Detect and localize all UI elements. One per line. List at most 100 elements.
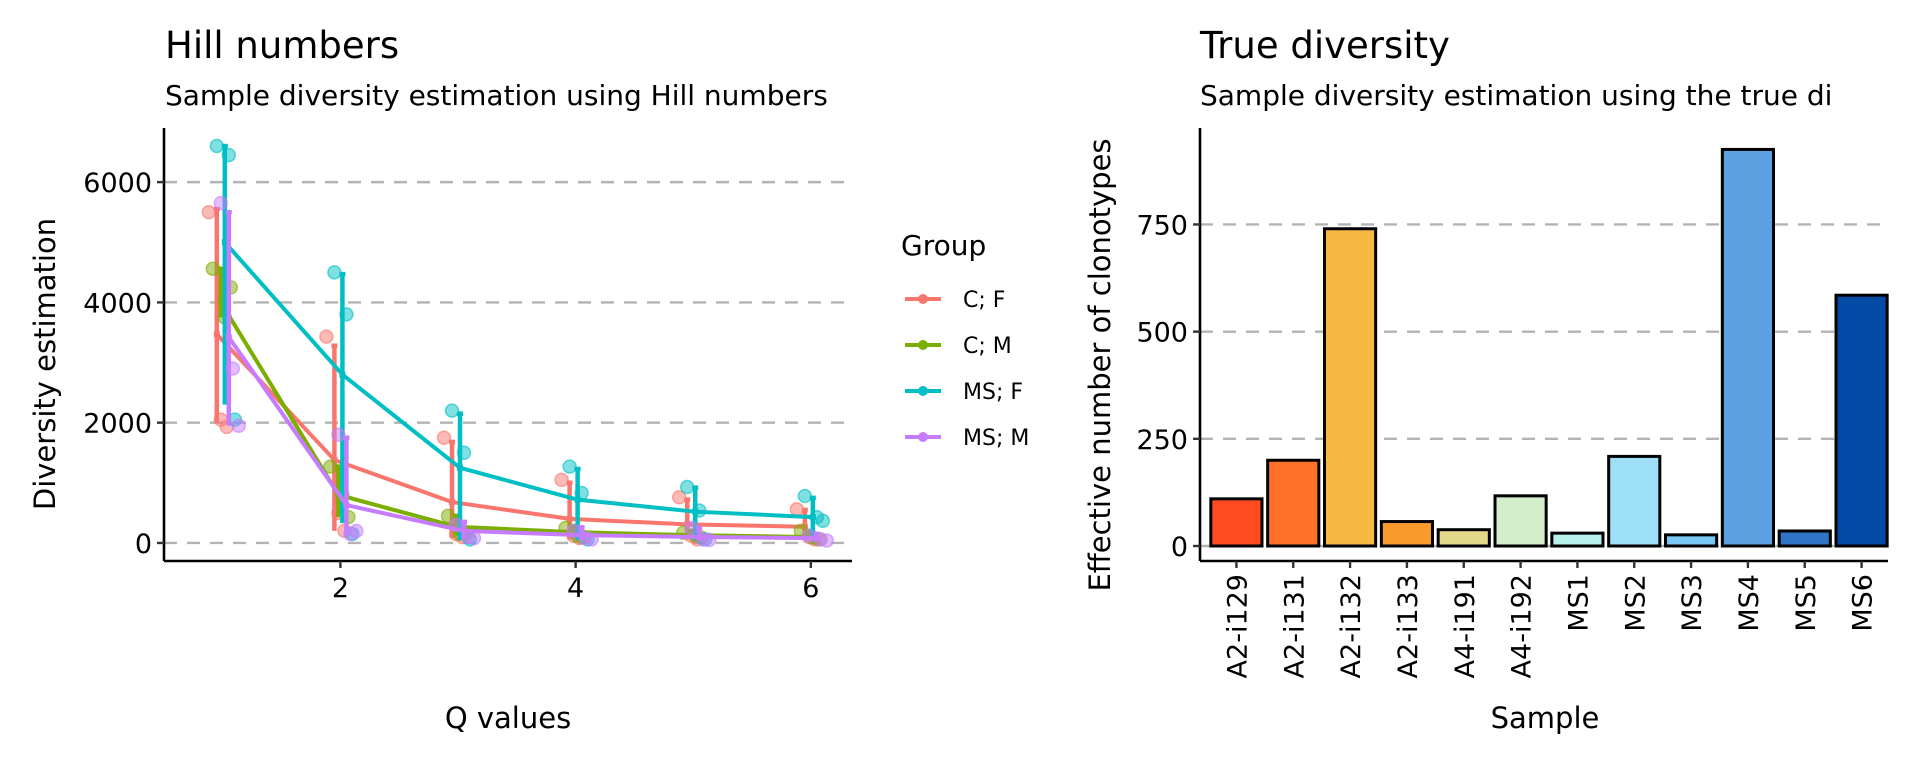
data-point [562, 459, 577, 474]
legend-label: MS; M [963, 426, 1029, 451]
data-point [213, 195, 229, 211]
mean-point [343, 502, 350, 509]
true-x-tick-label: A2-i133 [1393, 574, 1424, 678]
mean-point [461, 527, 468, 534]
hill-subtitle: Sample diversity estimation using Hill n… [165, 79, 828, 112]
hill-numbers-panel: Hill numbers Sample diversity estimation… [28, 24, 1029, 735]
true-x-axis-label: Sample [1491, 701, 1600, 735]
mean-point [339, 371, 346, 378]
data-point [209, 138, 225, 154]
hill-y-tick-label: 4000 [83, 288, 152, 319]
bar-ms6 [1834, 293, 1889, 548]
series-c-f [201, 204, 823, 547]
hill-y-tick-label: 2000 [83, 409, 152, 440]
series-c-m [205, 261, 827, 547]
series-line [223, 240, 813, 520]
mean-point [217, 299, 224, 306]
series-line [227, 336, 817, 541]
true-x-tick-label: A4-i191 [1450, 574, 1481, 678]
data-point [205, 261, 221, 276]
mean-point [813, 535, 820, 542]
series-line [215, 332, 805, 529]
mean-point [692, 508, 699, 515]
legend-key-dot [918, 386, 928, 396]
true-diversity-panel: True diversity Sample diversity estimati… [1083, 24, 1889, 735]
hill-data-layer [201, 138, 835, 548]
legend-label: MS; F [963, 380, 1023, 405]
hill-gridlines [164, 180, 852, 545]
true-axes: 0 250 500 750 A2-i129 A2-i131 A2-i132 A2-i133 A4… [1136, 128, 1888, 678]
true-x-tick-label: A2-i129 [1222, 574, 1253, 678]
bar-a4-i192 [1493, 494, 1548, 548]
data-point [554, 472, 569, 488]
data-point [201, 204, 217, 220]
hill-x-tick-label: 2 [332, 573, 349, 604]
bar-a2-i132 [1323, 227, 1378, 548]
legend-key-dot [918, 340, 928, 350]
mean-point [574, 496, 581, 503]
true-x-tick-label: MS2 [1620, 574, 1651, 632]
true-y-tick-label: 250 [1136, 425, 1188, 456]
true-y-tick-label: 0 [1171, 532, 1188, 563]
legend-key-dot [918, 294, 928, 304]
mean-point [221, 239, 228, 246]
mean-point [696, 533, 703, 540]
legend-item: MS; F [905, 380, 1023, 405]
true-x-tick-label: A2-i132 [1336, 574, 1367, 678]
bar-ms4 [1720, 147, 1775, 548]
data-point [466, 530, 482, 546]
hill-y-tick-label: 0 [135, 529, 152, 560]
mean-point [449, 499, 456, 506]
true-x-tick-label: A4-i192 [1507, 574, 1538, 678]
data-point [319, 329, 334, 344]
data-point [819, 533, 835, 548]
true-y-axis-label: Effective number of clonotypes [1083, 138, 1117, 591]
mean-point [331, 456, 338, 463]
true-title: True diversity [1199, 24, 1450, 67]
data-point [797, 488, 813, 504]
mean-point [457, 464, 464, 471]
bar-ms1 [1550, 531, 1605, 548]
hill-y-tick-label: 6000 [83, 168, 152, 199]
series-ms-f [209, 138, 831, 547]
bar-ms5 [1777, 529, 1832, 548]
true-x-tick-label: MS6 [1848, 574, 1879, 632]
true-x-tick-label: MS1 [1563, 574, 1594, 632]
true-y-tick-label: 750 [1136, 210, 1188, 241]
mean-point [213, 331, 220, 338]
true-x-tick-label: MS5 [1791, 574, 1822, 632]
data-point [683, 520, 699, 536]
data-point [436, 430, 452, 445]
mean-point [578, 532, 585, 539]
legend-item: C; M [905, 334, 1012, 359]
true-x-tick-label: MS4 [1734, 574, 1765, 632]
bar-a2-i129 [1209, 497, 1264, 548]
true-x-tick-label: MS3 [1677, 574, 1708, 632]
legend-item: C; F [905, 288, 1005, 313]
legend-key-dot [918, 432, 928, 442]
data-point [444, 403, 460, 418]
data-point [679, 479, 695, 495]
mean-point [225, 334, 232, 341]
data-point [331, 427, 346, 442]
bar-ms3 [1664, 533, 1719, 548]
series-ms-m [213, 195, 835, 548]
data-point [231, 418, 247, 433]
true-bars-layer [1209, 147, 1889, 548]
hill-y-axis-label: Diversity estimation [28, 218, 62, 510]
true-x-tick-label: A2-i131 [1279, 574, 1310, 678]
data-point [671, 490, 687, 505]
data-point [349, 523, 364, 539]
hill-title: Hill numbers [165, 24, 399, 67]
bar-a4-i191 [1436, 528, 1491, 548]
data-point [815, 513, 831, 528]
bar-ms2 [1607, 454, 1662, 548]
legend-label: C; M [963, 334, 1012, 359]
hill-x-tick-label: 4 [567, 573, 584, 604]
legend-item: MS; M [905, 426, 1029, 451]
mean-point [566, 515, 573, 522]
hill-axes: 0 2000 4000 6000 2 4 6 [83, 128, 852, 604]
legend-label: C; F [963, 288, 1005, 313]
legend: Group C; F C; M MS; F MS; M [901, 229, 1029, 451]
